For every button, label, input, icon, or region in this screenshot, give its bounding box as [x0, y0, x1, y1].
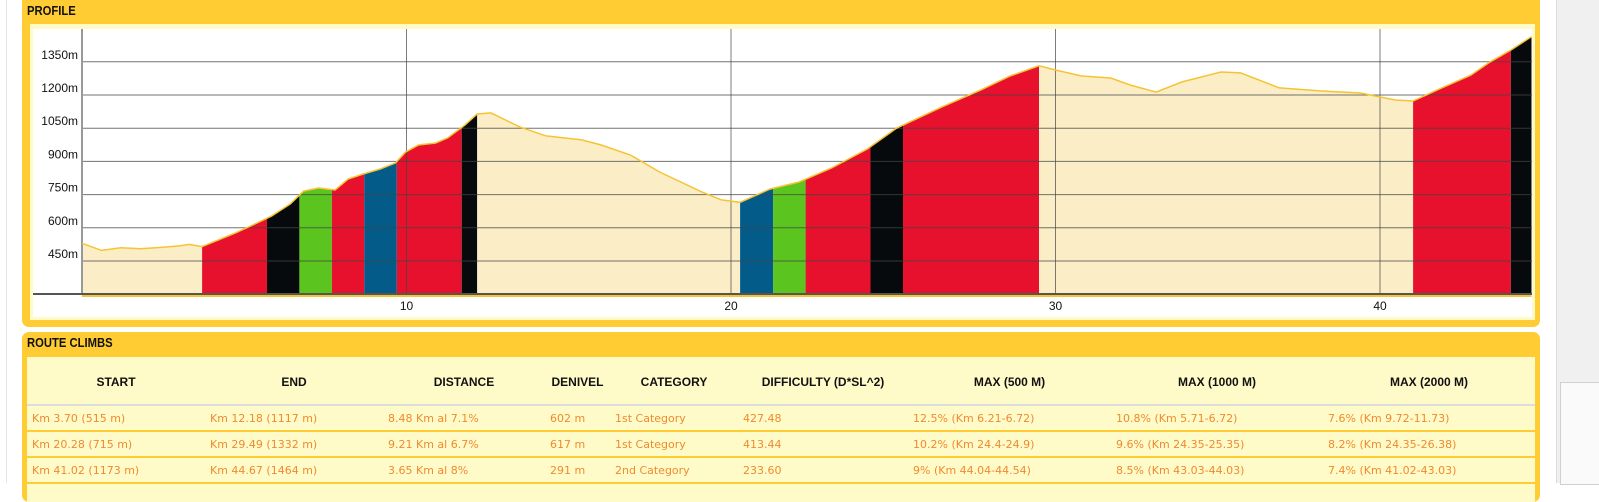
column-header: MAX (500 M) [908, 357, 1111, 406]
table-cell: 233.60 [738, 457, 908, 484]
y-tick-label: 750m [48, 181, 78, 195]
profile-segment-black [870, 125, 903, 294]
column-header: START [27, 357, 205, 406]
y-tick-label: 1350m [41, 48, 78, 62]
table-cell: 10.8% (Km 5.71-6.72) [1111, 404, 1323, 432]
table-row: Km 20.28 (715 m) Km 29.49 (1332 m) 9.21 Km… [27, 431, 1535, 458]
profile-segment-black [267, 195, 300, 294]
profile-segment-flat [1039, 65, 1414, 294]
y-tick-label: 1050m [41, 114, 78, 128]
profile-segment-red [805, 146, 871, 294]
table-cell: 2nd Category [610, 457, 738, 484]
profile-segment-red [1413, 50, 1511, 294]
profile-segment-red [396, 127, 462, 294]
profile-title: PROFILE [27, 4, 76, 18]
profile-segment-black [1510, 36, 1532, 294]
table-cell: Km 29.49 (1332 m) [205, 431, 383, 458]
table-cell: 602 m [545, 404, 610, 432]
table-cell: Km 12.18 (1117 m) [205, 404, 383, 432]
y-tick-label: 1200m [41, 81, 78, 95]
table-cell: Km 3.70 (515 m) [27, 404, 205, 432]
profile-segment-red [331, 173, 365, 294]
profile-segment-black [461, 114, 478, 294]
table-cell: 413.44 [738, 431, 908, 458]
route-climbs-body: START END DISTANCE DENIVEL CATEGORY DIFFICULT… [27, 357, 1535, 502]
x-tick-label: 10 [400, 299, 414, 313]
table-row: Km 41.02 (1173 m) Km 44.67 (1464 m) 3.65 K… [27, 457, 1535, 484]
table-cell: 10.2% (Km 24.4-24.9) [908, 431, 1111, 458]
table-header-row: START END DISTANCE DENIVEL CATEGORY DIFFICULT… [27, 357, 1535, 406]
table-cell: 1st Category [610, 431, 738, 458]
table-cell: 9.6% (Km 24.35-25.35) [1111, 431, 1323, 458]
climbs-table: START END DISTANCE DENIVEL CATEGORY DIFFICULT… [27, 357, 1535, 484]
table-cell: 12.5% (Km 6.21-6.72) [908, 404, 1111, 432]
profile-segment-blue [740, 188, 774, 294]
route-climbs-panel: ROUTE CLIMBS START END DISTANCE DENIVEL CATE… [22, 332, 1540, 502]
table-cell: 8.5% (Km 43.03-44.03) [1111, 457, 1323, 484]
x-tick-label: 40 [1373, 299, 1387, 313]
profile-segment-red [202, 218, 267, 294]
y-tick-label: 900m [48, 147, 78, 161]
column-header: END [205, 357, 383, 406]
elevation-chart: 450m 600m 750m 900m 1050m 1200m 1350m 10 20 30 40 [33, 29, 1532, 317]
profile-segment-flat [82, 243, 203, 294]
table-cell: 617 m [545, 431, 610, 458]
table-cell: 3.65 Km al 8% [383, 457, 545, 484]
table-cell: Km 41.02 (1173 m) [27, 457, 205, 484]
y-tick-label: 600m [48, 214, 78, 228]
column-header: CATEGORY [610, 357, 738, 406]
table-cell: 8.2% (Km 24.35-26.38) [1323, 431, 1535, 458]
profile-line [81, 35, 1532, 252]
column-header: DISTANCE [383, 357, 545, 406]
column-header: DENIVEL [545, 357, 610, 406]
table-cell: Km 20.28 (715 m) [27, 431, 205, 458]
table-cell: 9.21 Km al 6.7% [383, 431, 545, 458]
table-cell: Km 44.67 (1464 m) [205, 457, 383, 484]
table-cell: 427.48 [738, 404, 908, 432]
page-edge [6, 0, 7, 483]
table-cell: 291 m [545, 457, 610, 484]
scrollbar-thumb[interactable] [1560, 382, 1599, 485]
column-header: MAX (2000 M) [1323, 357, 1535, 406]
profile-segment-flat [477, 112, 741, 295]
x-tick-label: 20 [724, 299, 738, 313]
table-cell: 9% (Km 44.04-44.54) [908, 457, 1111, 484]
table-cell: 8.48 Km al 7.1% [383, 404, 545, 432]
profile-segment-red [903, 65, 1039, 294]
scrollbar[interactable] [1556, 0, 1599, 485]
x-tick-label: 30 [1049, 299, 1063, 313]
profile-segment-green [773, 179, 806, 294]
profile-segment-green [299, 188, 332, 294]
route-climbs-title: ROUTE CLIMBS [27, 336, 113, 350]
table-cell: 7.6% (Km 9.72-11.73) [1323, 404, 1535, 432]
column-header: MAX (1000 M) [1111, 357, 1323, 406]
table-row: Km 3.70 (515 m) Km 12.18 (1117 m) 8.48 Km … [27, 404, 1535, 432]
column-header: DIFFICULTY (D*SL^2) [738, 357, 908, 406]
y-tick-label: 450m [48, 247, 78, 261]
table-cell: 1st Category [610, 404, 738, 432]
table-cell: 7.4% (Km 41.02-43.03) [1323, 457, 1535, 484]
